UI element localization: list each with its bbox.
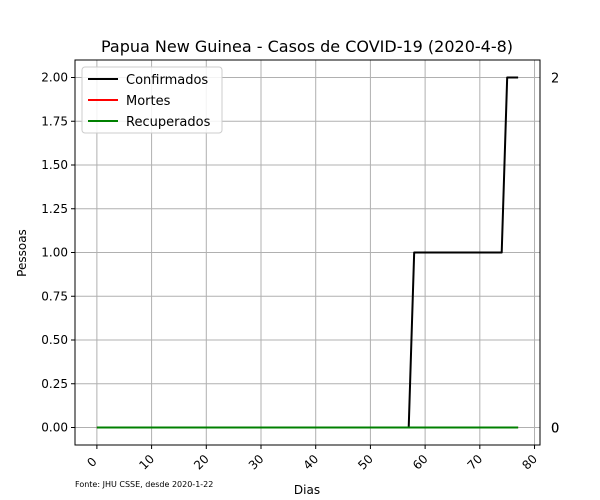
right-value-label: 0 <box>551 422 559 437</box>
y-tick-label: 1.00 <box>41 246 68 260</box>
x-tick-label: 10 <box>136 452 157 473</box>
x-axis-label: Dias <box>294 483 320 497</box>
y-tick-label: 1.50 <box>41 158 68 172</box>
x-tick-label: 0 <box>84 455 99 470</box>
x-tick-label: 70 <box>465 452 486 473</box>
legend-entry-recuperados: Recuperados <box>126 115 211 130</box>
x-tick-label: 30 <box>246 452 267 473</box>
right-value-labels: 200 <box>551 72 559 437</box>
legend: Confirmados Mortes Recuperados <box>81 66 223 134</box>
x-tick-label: 40 <box>301 452 322 473</box>
y-axis-ticks: 0.00 0.25 0.50 0.75 1.00 1.25 1.50 1.75 2.00 <box>41 71 75 435</box>
right-value-label: 2 <box>551 72 559 87</box>
right-value-label: 0 <box>551 422 559 437</box>
y-tick-label: 0.00 <box>41 421 68 435</box>
x-tick-label: 20 <box>191 452 212 473</box>
y-tick-label: 0.25 <box>41 377 68 391</box>
y-tick-label: 0.50 <box>41 333 68 347</box>
x-tick-label: 50 <box>355 452 376 473</box>
source-footnote: Fonte: JHU CSSE, desde 2020-1-22 <box>75 480 213 489</box>
legend-box <box>81 66 223 134</box>
series-layer <box>96 76 519 429</box>
x-tick-label: 60 <box>410 452 431 473</box>
y-tick-label: 1.25 <box>41 202 68 216</box>
x-axis-ticks: 0 10 20 30 40 50 60 70 80 <box>84 445 540 473</box>
legend-entry-mortes: Mortes <box>126 94 171 109</box>
y-tick-label: 2.00 <box>41 71 68 85</box>
x-tick-label: 80 <box>519 452 540 473</box>
legend-entry-confirmados: Confirmados <box>126 73 208 88</box>
y-tick-label: 0.75 <box>41 289 68 303</box>
y-axis-label: Pessoas <box>15 229 29 277</box>
y-tick-label: 1.75 <box>41 114 68 128</box>
chart-title: Papua New Guinea - Casos de COVID-19 (20… <box>101 37 513 56</box>
